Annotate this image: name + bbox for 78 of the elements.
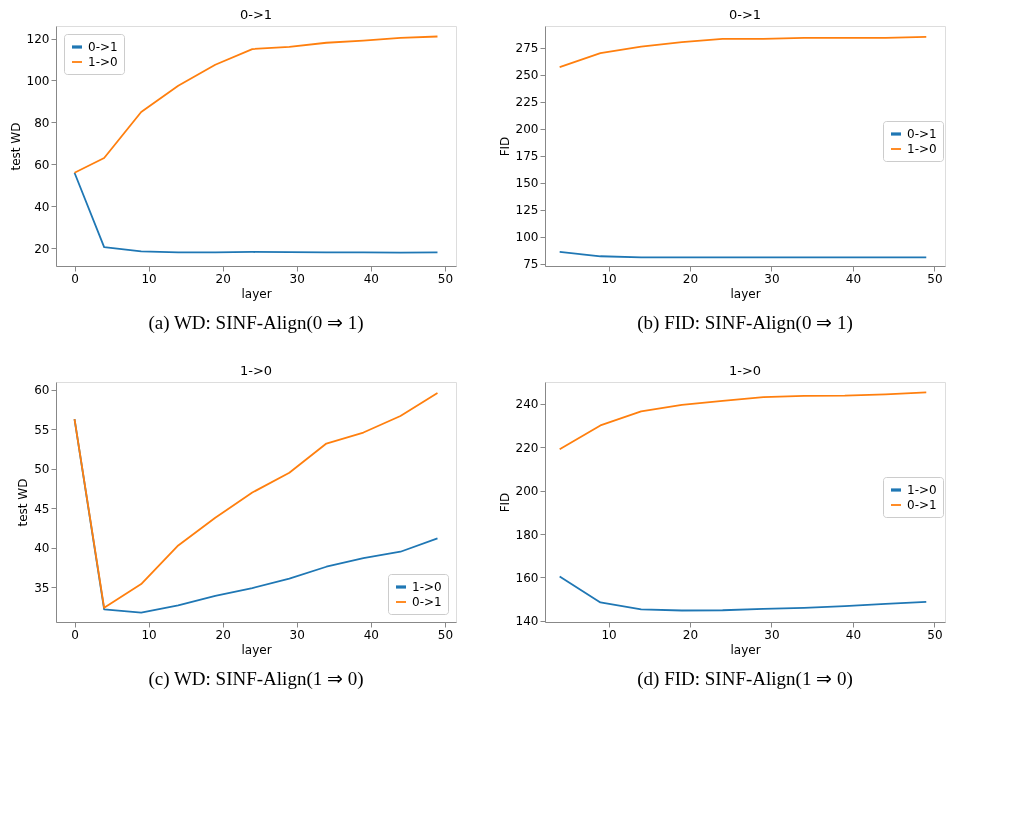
y-tick-label: 240 xyxy=(515,397,539,412)
chart-title: 1->0 xyxy=(239,363,273,378)
x-tick-label: 50 xyxy=(927,271,943,286)
legend-label: 0->1 xyxy=(907,498,937,512)
x-tick-label: 30 xyxy=(289,627,305,642)
y-tick-label: 100 xyxy=(515,230,539,245)
y-tick-label: 35 xyxy=(34,580,50,595)
y-tick-label: 175 xyxy=(515,149,539,164)
x-tick-label: 40 xyxy=(845,271,862,286)
chart-title: 0->1 xyxy=(239,7,273,22)
y-axis-title: test WD xyxy=(16,478,31,527)
y-tick-label: 140 xyxy=(515,614,539,629)
legend-label: 1->0 xyxy=(412,580,442,594)
x-tick-label: 40 xyxy=(363,627,379,642)
text: (d) FID: SINF-Align(1 ⇒ 0) xyxy=(637,668,853,690)
x-tick-label: 10 xyxy=(141,627,157,642)
x-tick-label: 30 xyxy=(764,271,780,286)
y-tick-label: 275 xyxy=(515,41,539,56)
y-tick-label: 40 xyxy=(34,199,50,214)
x-tick-label: 0 xyxy=(71,627,79,642)
y-tick-label: 60 xyxy=(34,157,50,172)
y-tick-label: 160 xyxy=(515,570,539,585)
x-tick-label: 30 xyxy=(764,627,780,642)
legend-label: 0->1 xyxy=(412,595,442,609)
x-axis-title: layer xyxy=(241,642,272,657)
x-axis-title: layer xyxy=(730,286,761,301)
legend-label: 0->1 xyxy=(88,40,118,54)
legend-label: 1->0 xyxy=(907,483,937,497)
x-tick-label: 10 xyxy=(601,627,617,642)
y-tick-label: 250 xyxy=(515,68,539,83)
line-series xyxy=(558,575,928,612)
y-tick-label: 120 xyxy=(26,32,50,47)
x-tick-label: 50 xyxy=(437,271,454,286)
x-tick-label: 10 xyxy=(141,271,157,286)
x-tick-label: 40 xyxy=(845,627,862,642)
x-tick-label: 20 xyxy=(682,627,699,642)
x-axis-title: layer xyxy=(241,286,272,301)
y-tick-label: 100 xyxy=(26,74,50,88)
y-tick-label: 75 xyxy=(523,257,539,272)
y-tick-label: 45 xyxy=(34,501,50,516)
legend-label: 0->1 xyxy=(907,127,937,141)
y-tick-label: 225 xyxy=(515,95,539,110)
x-tick-label: 20 xyxy=(215,627,231,642)
x-tick-label: 0 xyxy=(71,271,79,286)
y-tick-label: 220 xyxy=(515,440,539,455)
x-tick-label: 50 xyxy=(927,627,943,642)
line-series xyxy=(558,391,928,451)
y-tick-label: 200 xyxy=(515,484,539,499)
y-axis-title: test WD xyxy=(8,122,23,171)
text: (a) WD: SINF-Align(0 ⇒ 1) xyxy=(148,312,364,334)
line-series xyxy=(73,35,439,174)
chart-title: 0->1 xyxy=(728,7,762,22)
y-tick-label: 55 xyxy=(34,422,50,437)
y-axis-title: FID xyxy=(497,492,512,513)
x-tick-label: 40 xyxy=(363,271,379,286)
y-axis-title: FID xyxy=(497,136,512,157)
legend-label: 1->0 xyxy=(88,55,118,69)
y-tick-label: 180 xyxy=(515,527,539,542)
x-tick-label: 10 xyxy=(601,271,617,286)
y-tick-label: 150 xyxy=(515,176,539,191)
y-tick-label: 80 xyxy=(34,115,50,130)
text: (c) WD: SINF-Align(1 ⇒ 0) xyxy=(148,668,364,690)
line-series xyxy=(558,35,928,68)
y-tick-label: 20 xyxy=(34,241,50,256)
chart-title: 1->0 xyxy=(728,363,762,378)
y-tick-label: 125 xyxy=(515,203,539,218)
y-tick-label: 50 xyxy=(34,462,50,477)
x-tick-label: 30 xyxy=(289,271,305,286)
y-tick-label: 60 xyxy=(34,383,50,398)
y-tick-label: 200 xyxy=(515,122,539,137)
text: (b) FID: SINF-Align(0 ⇒ 1) xyxy=(637,312,853,334)
line-series xyxy=(73,171,439,254)
x-tick-label: 20 xyxy=(682,271,699,286)
x-tick-label: 50 xyxy=(437,627,454,642)
legend-label: 1->0 xyxy=(907,142,937,156)
x-axis-title: layer xyxy=(730,642,761,657)
x-tick-label: 20 xyxy=(215,271,231,286)
y-tick-label: 40 xyxy=(34,541,50,556)
